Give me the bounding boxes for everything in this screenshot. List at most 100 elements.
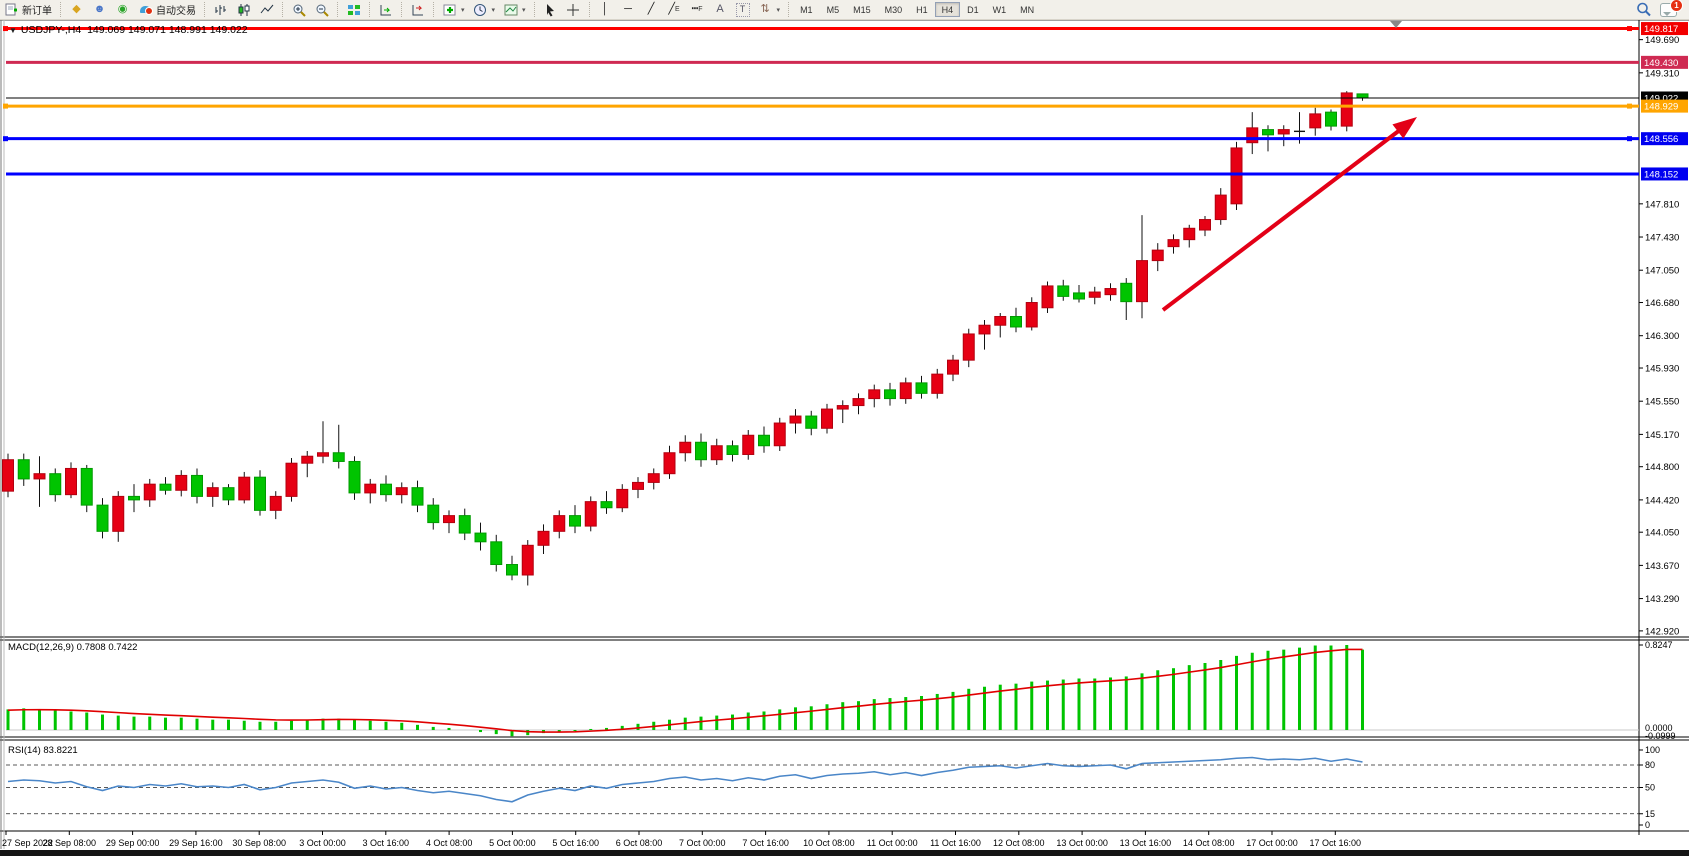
fibonacci-tool-button[interactable]: ┅ F bbox=[686, 1, 709, 18]
timeframe-mn-button[interactable]: MN bbox=[1013, 2, 1041, 17]
candle-up bbox=[632, 481, 644, 490]
time-label: 5 Oct 00:00 bbox=[489, 838, 536, 848]
timeframe-d1-button[interactable]: D1 bbox=[960, 2, 986, 17]
timeframe-w1-button[interactable]: W1 bbox=[986, 2, 1014, 17]
toolbar-right-tools: 1 bbox=[1636, 0, 1689, 17]
line-chart-button[interactable] bbox=[255, 1, 278, 18]
line-chart-icon bbox=[259, 2, 274, 17]
time-label: 30 Sep 08:00 bbox=[232, 838, 286, 848]
candle-up bbox=[521, 544, 534, 576]
horizontal-line-icon: ─ bbox=[624, 3, 632, 15]
search-icon[interactable] bbox=[1636, 2, 1651, 17]
price-badge-label: 148.556 bbox=[1644, 134, 1678, 145]
price-badge-label: 149.817 bbox=[1644, 24, 1678, 35]
tile-windows-button[interactable] bbox=[342, 1, 365, 18]
timeframe-m5-button[interactable]: M5 bbox=[820, 2, 847, 17]
candle-down bbox=[222, 487, 235, 501]
timeframe-h4-button[interactable]: H4 bbox=[934, 2, 961, 17]
autoscroll-icon bbox=[378, 2, 393, 17]
price-badge-bg bbox=[1641, 99, 1688, 113]
rsi-level-label: 50 bbox=[1645, 783, 1655, 793]
notifications-icon[interactable]: 1 bbox=[1660, 0, 1683, 17]
templates-button[interactable]: ▾ bbox=[499, 1, 530, 18]
toolbar-separator bbox=[788, 2, 790, 17]
autotrading-button[interactable]: 自动交易 bbox=[134, 1, 200, 18]
price-badge-bg bbox=[1641, 55, 1688, 69]
bar-chart-icon bbox=[213, 2, 228, 17]
crosshair-tool-button[interactable] bbox=[562, 1, 585, 18]
bar-chart-button[interactable] bbox=[209, 1, 232, 18]
price-tick-label: 144.420 bbox=[1645, 495, 1679, 506]
price-tick-label: 147.050 bbox=[1645, 266, 1679, 277]
template-icon bbox=[503, 2, 518, 17]
profile-button[interactable]: ◆ bbox=[65, 1, 88, 18]
candle-up bbox=[1104, 288, 1117, 296]
text-tool-icon: A bbox=[716, 3, 724, 15]
profile-icon: ◆ bbox=[72, 3, 81, 15]
chart-shift-button[interactable] bbox=[406, 1, 429, 18]
vertical-line-tool-button[interactable]: │ bbox=[594, 1, 617, 18]
candle-up bbox=[1199, 219, 1211, 231]
candle-up bbox=[553, 515, 566, 532]
candle-down bbox=[17, 459, 30, 480]
chevron-down-icon: ▾ bbox=[461, 6, 465, 14]
candle-up bbox=[301, 455, 314, 464]
candle-down bbox=[1010, 315, 1022, 328]
chart-chrome bbox=[0, 19, 1689, 856]
time-label: 11 Oct 00:00 bbox=[867, 838, 918, 848]
text-tool-button[interactable]: A bbox=[709, 1, 732, 18]
candle-down bbox=[758, 434, 770, 447]
candle-up bbox=[143, 483, 156, 501]
periods-button[interactable]: ▾ bbox=[469, 1, 500, 18]
candle-down bbox=[1262, 129, 1274, 136]
timeframe-m15-button[interactable]: M15 bbox=[846, 2, 878, 17]
candle-up bbox=[2, 459, 14, 492]
time-label: 13 Oct 16:00 bbox=[1120, 838, 1172, 848]
price-level-line: 148.556 bbox=[3, 132, 1688, 146]
zoom-out-button[interactable] bbox=[310, 1, 333, 18]
time-label: 29 Sep 00:00 bbox=[106, 838, 160, 848]
candlestick-chart-button[interactable] bbox=[232, 1, 255, 18]
trendline-tool-button[interactable]: ╱ bbox=[640, 1, 663, 18]
new-order-button[interactable]: 新订单 bbox=[0, 1, 56, 18]
community-button[interactable]: ☻ bbox=[88, 1, 111, 18]
tile-windows-icon bbox=[346, 2, 361, 17]
candle-down bbox=[80, 467, 93, 506]
news-button[interactable]: ◉ bbox=[111, 1, 134, 18]
candle-up bbox=[647, 473, 660, 483]
candle-up bbox=[584, 501, 597, 527]
candle-up bbox=[821, 408, 833, 429]
time-label: 12 Oct 08:00 bbox=[993, 838, 1045, 848]
timeframe-m30-button[interactable]: M30 bbox=[878, 2, 910, 17]
horizontal-line-tool-button[interactable]: ─ bbox=[617, 1, 640, 18]
candle-up bbox=[1246, 127, 1259, 144]
candle-up bbox=[868, 389, 881, 400]
channel-tool-button[interactable]: ╱ E bbox=[663, 1, 686, 18]
timeframe-h1-button[interactable]: H1 bbox=[909, 2, 935, 17]
notification-count-badge: 1 bbox=[1670, 0, 1683, 12]
autoscroll-button[interactable] bbox=[374, 1, 397, 18]
label-tool-button[interactable]: T bbox=[732, 1, 754, 18]
timeframe-m1-button[interactable]: M1 bbox=[793, 2, 820, 17]
candle-down bbox=[1073, 292, 1085, 300]
price-axis: 149.690 149.310 147.810 147.430 147.050 146.6… bbox=[1639, 35, 1679, 637]
indicators-button[interactable]: ▾ bbox=[438, 1, 469, 18]
toolbar-separator bbox=[60, 2, 61, 17]
arrows-tool-button[interactable]: ⇅ ▾ bbox=[754, 1, 785, 18]
chart-shift-marker bbox=[1390, 21, 1402, 28]
candle-up bbox=[710, 445, 723, 461]
candle-up bbox=[537, 530, 550, 546]
candle-up bbox=[1214, 194, 1227, 221]
symbol-dropdown-icon[interactable]: ▼ bbox=[9, 26, 17, 35]
candlestick-icon bbox=[236, 2, 251, 17]
toolbar-separator bbox=[204, 2, 205, 17]
time-label: 17 Oct 00:00 bbox=[1246, 838, 1298, 848]
new-order-label: 新订单 bbox=[22, 6, 52, 17]
indicators-plus-icon bbox=[442, 2, 457, 17]
cursor-tool-button[interactable] bbox=[539, 1, 562, 18]
candle-up bbox=[443, 515, 455, 524]
zoom-in-button[interactable] bbox=[287, 1, 310, 18]
zoom-in-icon bbox=[291, 2, 306, 17]
